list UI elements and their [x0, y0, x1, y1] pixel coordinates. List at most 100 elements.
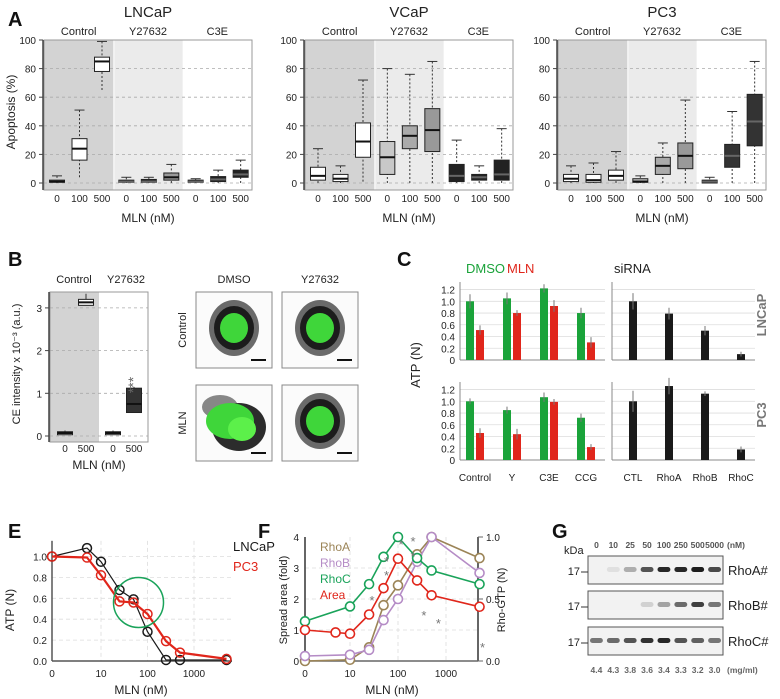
x-tick-label: 500: [232, 194, 249, 205]
y-tick-label: 0.2: [33, 636, 47, 647]
facet-label: Control: [322, 26, 357, 38]
facet-label: Control: [61, 26, 96, 38]
band-label: RhoC#: [728, 634, 769, 649]
y-tick-label: 0: [449, 356, 455, 367]
band-label: RhoA#: [728, 563, 769, 578]
significance-marker: *: [384, 568, 389, 583]
y-tick-label: 1.2: [441, 386, 455, 397]
y-axis-label: CE intensity x 10⁻³ (a.u.): [11, 304, 23, 425]
y-axis-label: Spread area (fold): [278, 556, 290, 645]
x-tick-label: 0: [49, 669, 55, 680]
data-point: [426, 531, 437, 543]
blot-band: [657, 602, 671, 607]
data-point: [142, 608, 153, 620]
y-tick-label: 40: [286, 122, 298, 133]
x-tick-label: 1000: [435, 669, 458, 680]
box: [585, 173, 602, 183]
bar-mln: [550, 401, 558, 460]
bar-mln: [476, 330, 484, 360]
concentration-label: 4.4: [591, 665, 603, 675]
x-tick-label: Control: [459, 473, 491, 484]
significance-marker: *: [384, 554, 389, 569]
bar-sirna: [737, 354, 745, 360]
x-tick-label: CCG: [575, 473, 597, 484]
box: [746, 93, 763, 147]
significance-marker: *: [410, 534, 415, 549]
significance-marker: *: [398, 537, 403, 552]
x-tick-label: 100: [401, 194, 418, 205]
data-point: [378, 551, 389, 563]
blot-band: [708, 567, 721, 572]
blot-band: [657, 567, 671, 572]
spheroid-core: [306, 406, 334, 436]
y-tick-label: 1.2: [441, 286, 455, 297]
box: [94, 56, 110, 72]
x-tick-label: 0: [385, 194, 391, 205]
dose-label: 5000: [705, 540, 724, 550]
x-tick-label: 1000: [183, 669, 206, 680]
y-axis-label: ATP (N): [3, 589, 17, 631]
x-tick-label: Y: [509, 473, 516, 484]
blot-band: [674, 567, 688, 572]
x-tick-label: 100: [139, 669, 156, 680]
significance-marker: *: [421, 608, 426, 623]
data-point: [363, 609, 375, 620]
x-tick-label: 0: [110, 444, 116, 455]
x-tick-label: 100: [724, 194, 741, 205]
concentration-label: 3.3: [675, 665, 687, 675]
blot-band: [623, 567, 637, 572]
facet-label: Y27632: [643, 26, 681, 38]
facet-label: Y27632: [107, 274, 145, 286]
facet-label: Control: [575, 26, 610, 38]
blot-band: [590, 638, 603, 643]
data-point: [392, 580, 404, 591]
x-tick-label: 0: [54, 194, 60, 205]
x-tick-label: 10: [344, 669, 356, 680]
x-tick-label: 500: [163, 194, 180, 205]
bar-sirna: [665, 386, 673, 460]
y-tick-label: 0.0: [33, 657, 47, 668]
y-tick-label: 0.4: [441, 333, 455, 344]
x-tick-label: 500: [493, 194, 510, 205]
bar-mln: [550, 305, 558, 360]
bar-dmso: [466, 401, 474, 460]
blot-band: [691, 602, 705, 607]
x-tick-label: 500: [746, 194, 763, 205]
y-tick-label: 0: [30, 179, 36, 190]
facet-background: [183, 40, 252, 190]
facet-label: Control: [56, 274, 91, 286]
data-point: [378, 614, 389, 626]
data-point: [299, 616, 311, 627]
x-tick-label: C3E: [539, 473, 559, 484]
x-tick-label: 100: [654, 194, 671, 205]
bar-mln: [476, 432, 484, 460]
y-tick-label: 0: [36, 432, 42, 443]
concentration-unit: (mg/ml): [727, 665, 758, 675]
spheroid-core: [228, 417, 256, 441]
legend-dmso: DMSO: [466, 261, 505, 276]
bar-mln: [587, 342, 595, 360]
x-tick-label: 100: [471, 194, 488, 205]
y2-tick-label: 0.5: [486, 595, 500, 606]
x-tick-label: 100: [71, 194, 88, 205]
data-point: [114, 596, 125, 607]
bar-sirna: [701, 393, 709, 460]
facet-label: Y27632: [390, 26, 428, 38]
data-point: [474, 578, 485, 590]
bar-dmso: [540, 397, 548, 460]
data-point: [299, 624, 311, 636]
y-tick-label: 1.0: [441, 297, 455, 308]
x-tick-label: 0: [302, 669, 308, 680]
image-row-label: Control: [177, 312, 189, 347]
x-axis-label: MLN (nM): [72, 458, 125, 472]
data-point: [160, 635, 172, 647]
blot-band: [708, 602, 721, 607]
facet-background: [50, 292, 99, 442]
dose-label: 25: [625, 540, 635, 550]
box: [401, 125, 418, 150]
data-point: [392, 531, 404, 543]
x-tick-label: 0: [707, 194, 713, 205]
x-tick-label: 0: [568, 194, 574, 205]
data-point: [299, 650, 311, 662]
